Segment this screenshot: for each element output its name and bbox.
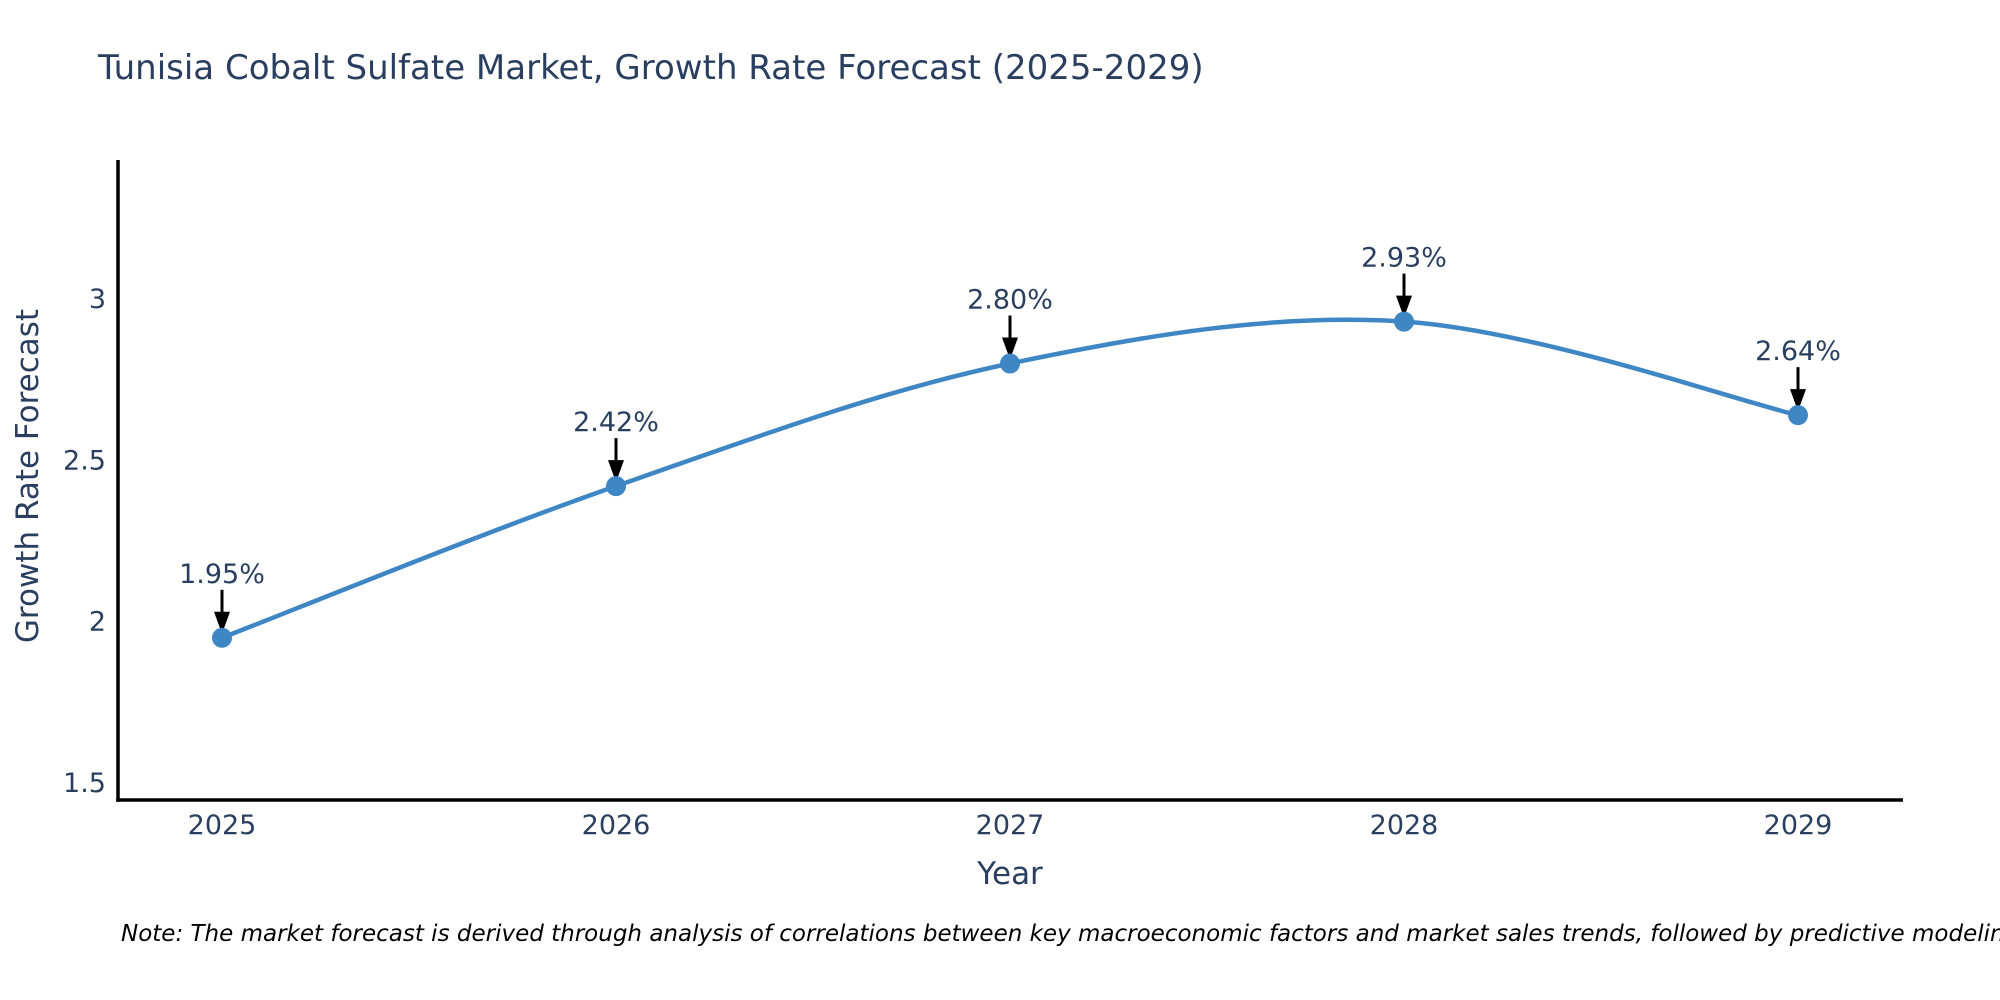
data-point-marker: [1000, 353, 1020, 374]
y-axis-title: Growth Rate Forecast: [10, 309, 46, 643]
y-tick-label: 2.5: [63, 445, 106, 476]
chart-footnote: Note: The market forecast is derived thr…: [121, 921, 2000, 947]
y-tick-label: 1.5: [63, 768, 106, 799]
annotation-arrowhead: [214, 611, 230, 634]
data-point-label: 1.95%: [179, 559, 265, 590]
x-tick-label: 2025: [188, 810, 257, 841]
x-tick-label: 2027: [976, 810, 1045, 841]
chart-title: Tunisia Cobalt Sulfate Market, Growth Ra…: [98, 48, 1204, 88]
data-point-marker: [1394, 311, 1414, 332]
data-point-label: 2.42%: [573, 407, 659, 438]
data-point-marker: [212, 627, 232, 648]
annotation-arrowhead: [1790, 389, 1806, 412]
data-point-label: 2.93%: [1361, 243, 1447, 274]
x-axis-title: Year: [976, 856, 1043, 892]
data-point-label: 2.64%: [1755, 336, 1841, 367]
data-point-marker: [1788, 405, 1808, 426]
annotation-arrowhead: [1002, 337, 1018, 360]
annotation-arrowhead: [608, 460, 624, 483]
x-tick-label: 2029: [1764, 810, 1833, 841]
data-point-marker: [606, 476, 626, 497]
y-tick-label: 3: [89, 284, 106, 315]
data-point-label: 2.80%: [967, 285, 1053, 316]
x-tick-label: 2026: [582, 810, 651, 841]
x-tick-label: 2028: [1370, 810, 1439, 841]
y-tick-label: 2: [89, 607, 106, 638]
annotation-arrowhead: [1396, 295, 1412, 318]
